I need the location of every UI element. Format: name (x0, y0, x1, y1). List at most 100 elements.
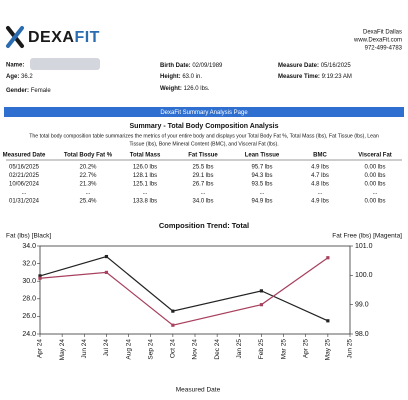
point (104, 254, 109, 259)
table-header: Lean Tissue (245, 153, 280, 159)
table-header: Visceral Fat (358, 153, 392, 159)
banner-bar (4, 107, 404, 117)
table-cell: 29.1 lbs (192, 173, 213, 179)
table-cell: 126.0 lbs (133, 165, 157, 171)
banner: DexaFit Summary Analysis Page (160, 110, 248, 116)
table-cell: 4.9 lbs (311, 165, 329, 171)
phone: 972-499-4783 (365, 46, 403, 52)
point (326, 319, 330, 323)
table-cell: ... (142, 190, 147, 196)
point (326, 256, 330, 260)
y2-axis-title: Fat Free (lbs) [Magenta] (332, 233, 402, 240)
table-cell: 133.8 lbs (133, 199, 157, 205)
table-cell: 22.7% (79, 173, 97, 179)
measure-date: Measure Date: 05/16/2025 (278, 63, 351, 69)
table-cell: 05/16/2025 (9, 165, 40, 171)
table-cell: 93.5 lbs (251, 182, 272, 188)
table-header: Measured Date (3, 153, 46, 159)
table-cell: 21.3% (79, 182, 97, 188)
logo-mark (6, 26, 24, 48)
birth: Birth Date: 02/09/1989 (160, 63, 223, 69)
y-tick-label: 24.0 (22, 331, 36, 338)
y2-tick-label: 100.0 (355, 272, 373, 279)
age: Age: 36.2 (6, 74, 33, 80)
redacted-name (30, 58, 100, 70)
x-tick-label: May 24 (59, 339, 66, 361)
measure-time: Measure Time: 9:19:23 AM (278, 74, 352, 80)
x-tick-label: Jan 25 (236, 339, 243, 359)
point (259, 303, 264, 307)
logo-text: DEXAFIT (28, 29, 100, 46)
table-cell: ... (317, 190, 322, 196)
birth-value: 02/09/1989 (192, 63, 223, 69)
height: Height: 63.0 in. (160, 74, 202, 80)
x-tick-label: Sep 24 (147, 339, 154, 360)
x-tick-label: Jun 24 (81, 339, 88, 359)
table-cell: 0.00 lbs (364, 165, 385, 171)
x-tick-label: Aug 24 (125, 339, 132, 360)
x-tick-label: Nov 24 (192, 339, 199, 360)
measure-date-value: 05/16/2025 (321, 63, 352, 69)
measure-date-label: Measure Date: (278, 63, 319, 69)
x-tick-label: Apr 24 (37, 339, 44, 359)
x-tick-label: Jul 24 (103, 339, 110, 357)
x-tick-label: Feb 25 (258, 339, 265, 360)
y-tick-label: 34.0 (22, 243, 36, 250)
table-header: Total Mass (130, 153, 161, 159)
table-header: BMC (313, 153, 327, 159)
y2-tick-label: 101.0 (355, 243, 373, 250)
table-cell: 94.3 lbs (251, 173, 272, 179)
summary-title: Summary - Total Body Composition Analysi… (130, 123, 279, 130)
gender-value: Female (31, 88, 52, 94)
x-tick-label: May 25 (325, 339, 332, 361)
x-tick-label: Apr 25 (302, 339, 309, 359)
point (38, 274, 42, 278)
point (259, 289, 264, 293)
y-axis-title: Fat (lbs) [Black] (6, 233, 51, 240)
table-cell: 94.9 lbs (251, 199, 272, 205)
y2-tick-label: 98.0 (355, 331, 369, 338)
table-cell: 20.2% (79, 165, 97, 171)
y-tick-label: 26.0 (22, 313, 36, 320)
table-cell: 0.00 lbs (364, 182, 385, 188)
point (104, 270, 109, 274)
summary-description: The total body composition table summari… (29, 133, 379, 139)
location: DexaFit Dallas (363, 30, 402, 36)
table-cell: 34.0 lbs (192, 199, 213, 205)
height-label: Height: (160, 74, 181, 80)
table-cell: 125.1 lbs (133, 182, 157, 188)
table-cell: ... (259, 190, 264, 196)
table-cell: 4.9 lbs (311, 199, 329, 205)
table-cell: 0.00 lbs (364, 199, 385, 205)
measure-time-value: 9:19:23 AM (322, 74, 352, 80)
x-tick-label: Jun 25 (347, 339, 354, 359)
chart: Composition Trend: Total Fat (lbs) [Blac… (6, 221, 402, 394)
table: Measured Date Total Body Fat % Total Mass F… (3, 153, 402, 205)
table-cell: ... (200, 190, 205, 196)
table-cell: 26.7 lbs (192, 182, 213, 188)
table-cell: 01/31/2024 (9, 199, 40, 205)
age-value: 36.2 (21, 74, 33, 80)
y2-tick-label: 99.0 (355, 302, 369, 309)
website: www.DexaFit.com (353, 38, 402, 44)
gender-label: Gender: (6, 88, 29, 94)
table-cell: ... (85, 190, 90, 196)
y-tick-label: 32.0 (22, 260, 36, 267)
name-label: Name: (6, 63, 24, 69)
birth-label: Birth Date: (160, 63, 191, 69)
table-header: Total Body Fat % (64, 153, 113, 159)
table-cell: ... (372, 190, 377, 196)
table-cell: 4.7 lbs (311, 173, 329, 179)
x-tick-label: Dec 24 (214, 339, 221, 360)
height-value: 63.0 in. (182, 74, 202, 80)
x-tick-label: Oct 24 (170, 339, 177, 359)
measure-time-label: Measure Time: (278, 74, 320, 80)
plot-frame (39, 245, 351, 335)
summary-description: Tissue (lbs), Bone Mineral Content (BMC)… (129, 141, 278, 147)
table-cell: ... (21, 190, 26, 196)
table-cell: 4.8 lbs (311, 182, 329, 188)
table-cell: 25.4% (79, 199, 97, 205)
x-axis-title: Measured Date (176, 387, 221, 394)
